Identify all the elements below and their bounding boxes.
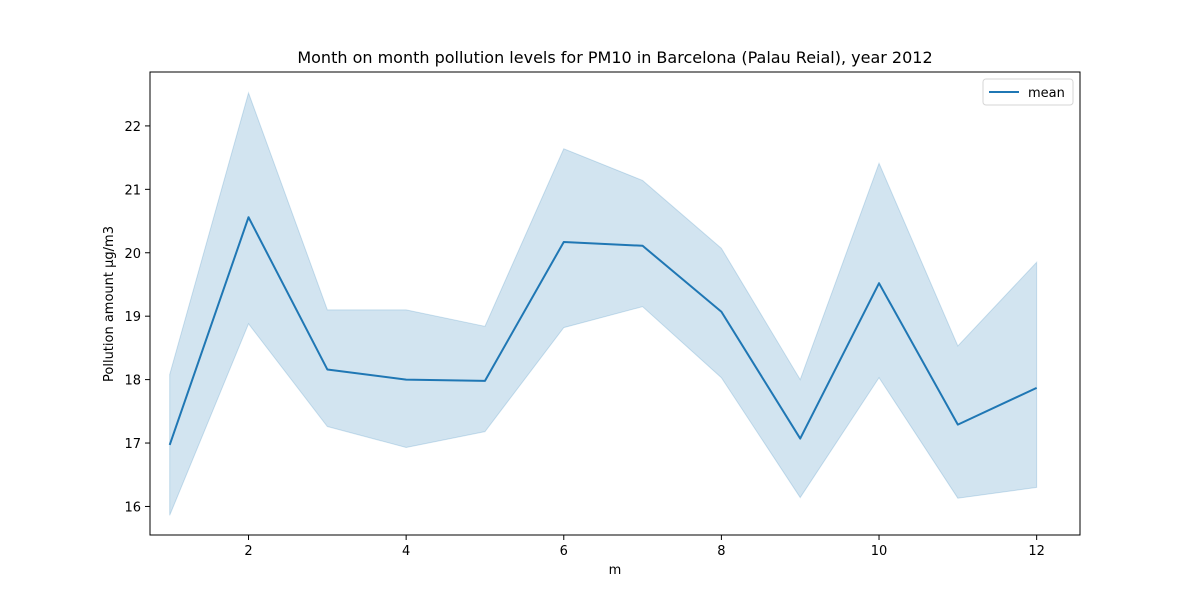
legend-label-mean: mean [1028, 86, 1065, 101]
y-tick-label: 19 [124, 310, 141, 325]
x-axis-ticks: 2 4 6 8 10 12 [244, 535, 1045, 559]
legend: mean [982, 78, 1074, 106]
y-tick-label: 18 [124, 374, 141, 389]
plot-area-frame [149, 71, 1081, 536]
x-tick-label: 8 [717, 544, 725, 559]
x-axis-label: m [609, 563, 622, 578]
x-tick-label: 12 [1028, 544, 1045, 559]
x-tick-label: 2 [244, 544, 252, 559]
series-line-mean [168, 216, 1038, 446]
y-tick-label: 21 [124, 183, 141, 198]
confidence-band-layer [169, 91, 1038, 516]
x-tick-label: 10 [871, 544, 888, 559]
x-tick-label: 6 [560, 544, 568, 559]
legend-box [982, 78, 1074, 106]
y-tick-label: 16 [124, 500, 141, 515]
y-tick-label: 17 [124, 437, 141, 452]
chart-title: Month on month pollution levels for PM10… [297, 48, 932, 67]
series-line-layer [168, 216, 1038, 446]
y-tick-label: 22 [124, 120, 141, 135]
y-axis-ticks: 16 17 18 19 20 21 22 [124, 120, 150, 515]
x-tick-label: 4 [402, 544, 410, 559]
y-axis-label: Pollution amount μg/m3 [102, 226, 117, 382]
confidence-band-mean [169, 91, 1038, 516]
y-tick-label: 20 [124, 247, 141, 262]
